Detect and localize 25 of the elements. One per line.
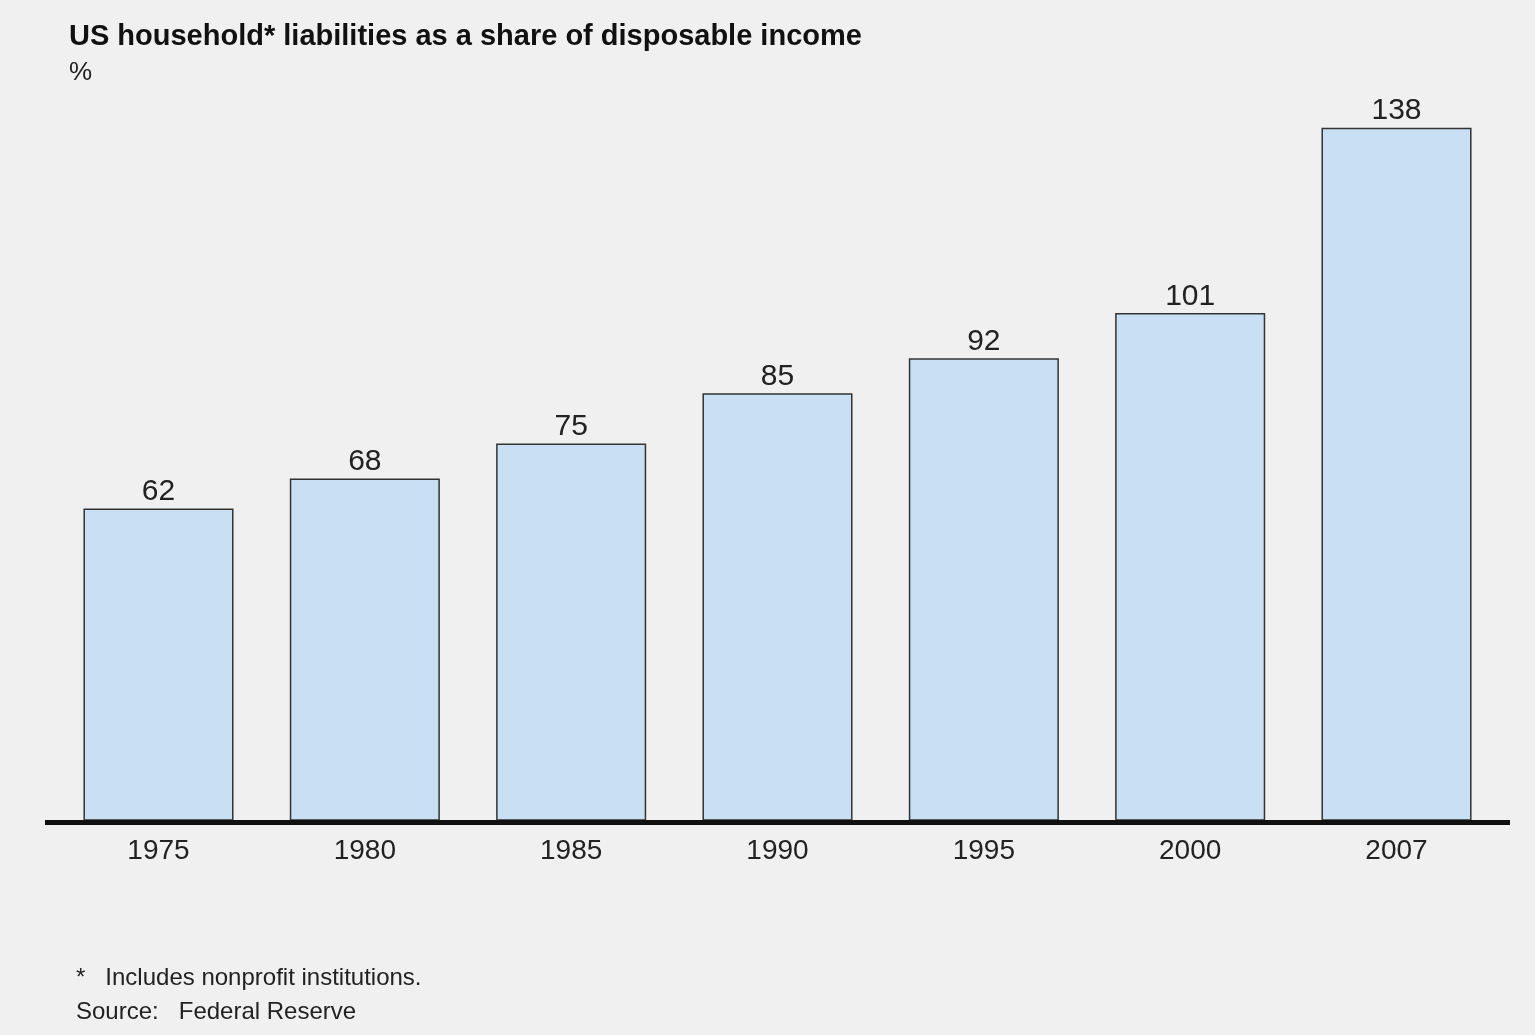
x-tick-label: 1975	[127, 833, 190, 865]
data-label: 92	[967, 322, 1001, 356]
data-label: 138	[1371, 92, 1422, 126]
x-tick-label: 1980	[333, 833, 396, 865]
x-tick-label: 2000	[1159, 833, 1222, 865]
bar	[908, 358, 1059, 820]
bar	[702, 393, 853, 820]
source-note: Source: Federal Reserve	[76, 997, 357, 1024]
data-label: 85	[760, 358, 795, 392]
data-label: 62	[141, 473, 176, 507]
data-label: 75	[554, 408, 588, 442]
bar	[83, 508, 234, 820]
data-label: 101	[1165, 277, 1216, 311]
bar	[1115, 313, 1266, 820]
text: * Includes nonprofit institutions.	[76, 963, 422, 990]
bar	[496, 443, 647, 820]
x-tick-label: 1995	[952, 833, 1015, 865]
chart-subtitle: %	[69, 56, 93, 86]
x-tick-label: 2007	[1365, 833, 1428, 865]
x-tick-label: 1990	[746, 833, 809, 865]
bar	[289, 478, 440, 820]
bar	[1321, 127, 1472, 820]
chart-title: US household* liabilities as a share of disposable income	[69, 19, 862, 51]
data-label: 68	[348, 443, 382, 477]
x-tick-label: 1985	[540, 833, 603, 865]
